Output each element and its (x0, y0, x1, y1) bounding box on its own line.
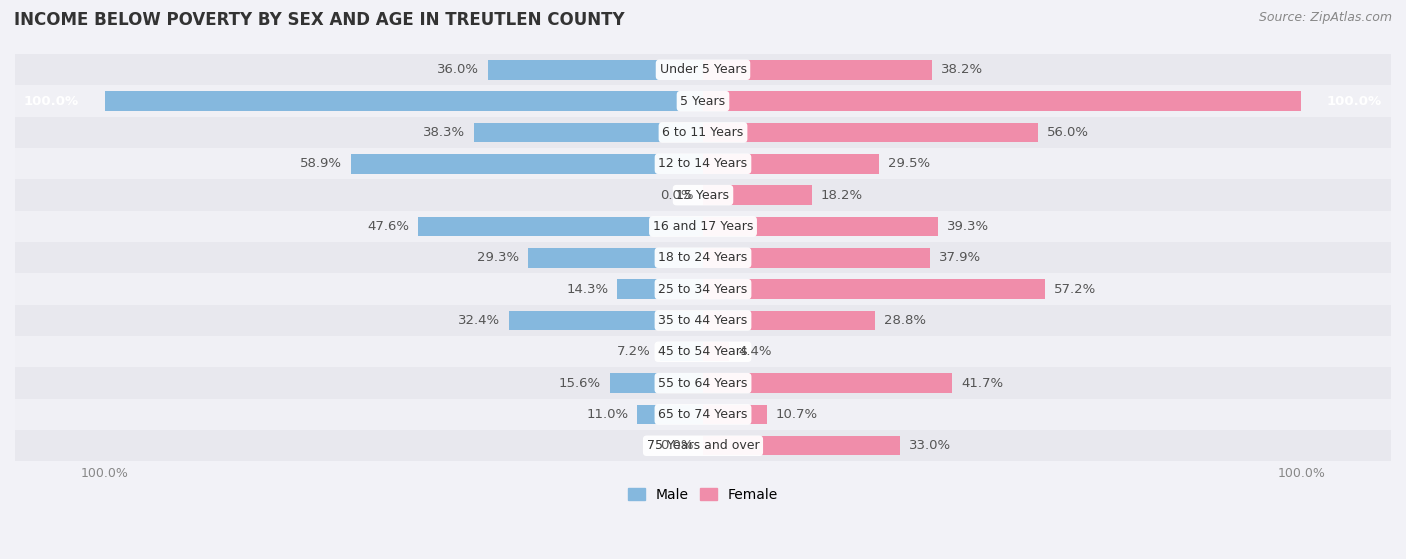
Text: 65 to 74 Years: 65 to 74 Years (658, 408, 748, 421)
Bar (15, 148, 1391, 179)
Bar (637, 405, 703, 424)
Text: 0.0%: 0.0% (661, 439, 695, 452)
Bar (703, 60, 932, 79)
Bar (104, 92, 703, 111)
Text: 28.8%: 28.8% (884, 314, 927, 327)
Bar (15, 367, 1391, 399)
Bar (15, 179, 1391, 211)
Text: 100.0%: 100.0% (24, 94, 79, 108)
Text: INCOME BELOW POVERTY BY SEX AND AGE IN TREUTLEN COUNTY: INCOME BELOW POVERTY BY SEX AND AGE IN T… (14, 11, 624, 29)
Bar (703, 342, 730, 362)
Bar (659, 342, 703, 362)
Text: 37.9%: 37.9% (939, 252, 981, 264)
Text: 15.6%: 15.6% (558, 377, 600, 390)
Bar (703, 373, 952, 393)
Bar (418, 217, 703, 236)
Text: 12 to 14 Years: 12 to 14 Years (658, 157, 748, 170)
Text: 5 Years: 5 Years (681, 94, 725, 108)
Text: 18 to 24 Years: 18 to 24 Years (658, 252, 748, 264)
Bar (15, 336, 1391, 367)
Bar (15, 273, 1391, 305)
Bar (527, 248, 703, 268)
Bar (703, 280, 1045, 299)
Text: 75 Years and over: 75 Years and over (647, 439, 759, 452)
Bar (703, 186, 811, 205)
Text: 47.6%: 47.6% (367, 220, 409, 233)
Text: 38.3%: 38.3% (423, 126, 465, 139)
Legend: Male, Female: Male, Female (623, 482, 783, 508)
Text: 100.0%: 100.0% (1327, 94, 1382, 108)
Bar (610, 373, 703, 393)
Text: 38.2%: 38.2% (941, 63, 983, 76)
Text: 39.3%: 39.3% (948, 220, 990, 233)
Bar (703, 248, 929, 268)
Text: 56.0%: 56.0% (1047, 126, 1090, 139)
Text: 36.0%: 36.0% (437, 63, 478, 76)
Text: 25 to 34 Years: 25 to 34 Years (658, 283, 748, 296)
Text: 7.2%: 7.2% (617, 345, 651, 358)
Text: 18.2%: 18.2% (821, 188, 863, 202)
Bar (703, 436, 900, 456)
Text: 45 to 54 Years: 45 to 54 Years (658, 345, 748, 358)
Text: 35 to 44 Years: 35 to 44 Years (658, 314, 748, 327)
Text: 29.5%: 29.5% (889, 157, 931, 170)
Text: 4.4%: 4.4% (738, 345, 772, 358)
Bar (15, 430, 1391, 461)
Text: 10.7%: 10.7% (776, 408, 818, 421)
Text: 41.7%: 41.7% (962, 377, 1004, 390)
Text: 58.9%: 58.9% (299, 157, 342, 170)
Text: Under 5 Years: Under 5 Years (659, 63, 747, 76)
Bar (617, 280, 703, 299)
Text: 11.0%: 11.0% (586, 408, 628, 421)
Text: 57.2%: 57.2% (1054, 283, 1097, 296)
Bar (488, 60, 703, 79)
Bar (703, 92, 1302, 111)
Bar (15, 399, 1391, 430)
Bar (703, 217, 938, 236)
Text: 6 to 11 Years: 6 to 11 Years (662, 126, 744, 139)
Bar (15, 242, 1391, 273)
Text: 55 to 64 Years: 55 to 64 Years (658, 377, 748, 390)
Bar (703, 154, 880, 173)
Text: Source: ZipAtlas.com: Source: ZipAtlas.com (1258, 11, 1392, 24)
Bar (15, 211, 1391, 242)
Text: 15 Years: 15 Years (676, 188, 730, 202)
Text: 33.0%: 33.0% (910, 439, 952, 452)
Bar (350, 154, 703, 173)
Bar (703, 123, 1038, 142)
Bar (15, 305, 1391, 336)
Bar (15, 86, 1391, 117)
Text: 0.0%: 0.0% (661, 188, 695, 202)
Bar (703, 405, 768, 424)
Bar (474, 123, 703, 142)
Text: 29.3%: 29.3% (477, 252, 519, 264)
Bar (703, 311, 876, 330)
Text: 32.4%: 32.4% (458, 314, 501, 327)
Bar (15, 117, 1391, 148)
Text: 14.3%: 14.3% (567, 283, 609, 296)
Text: 16 and 17 Years: 16 and 17 Years (652, 220, 754, 233)
Bar (15, 54, 1391, 86)
Bar (509, 311, 703, 330)
